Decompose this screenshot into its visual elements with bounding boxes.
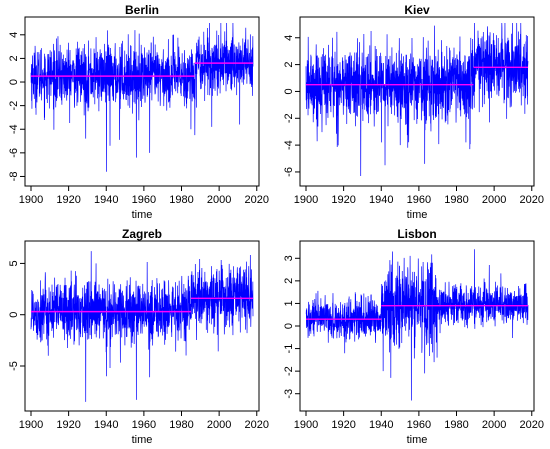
y-tick-label: 0 <box>8 79 20 85</box>
x-tick-label: 1960 <box>132 194 156 206</box>
x-tick-label: 1900 <box>19 419 43 431</box>
y-tick-label: 0 <box>283 323 295 329</box>
series-line-berlin <box>30 22 254 172</box>
x-tick-label: 2000 <box>482 419 506 431</box>
x-tick-label: 1920 <box>56 419 80 431</box>
plot-frame <box>24 240 260 412</box>
y-tick-label: -2 <box>283 113 295 123</box>
y-tick-label: 2 <box>8 55 20 61</box>
chart-berlin: Berlin 1900 1920 1940 1960 1980 2000 2020 time -8… <box>8 3 269 221</box>
x-axis-label: time <box>132 209 153 221</box>
x-tick-label: 2020 <box>245 194 269 206</box>
y-tick-label: -6 <box>8 148 20 158</box>
x-tick-label: 1980 <box>444 194 468 206</box>
series-line-zagreb <box>30 251 254 402</box>
x-tick-label: 1900 <box>294 194 318 206</box>
chart-title: Berlin <box>125 3 159 17</box>
x-tick-label: 1980 <box>169 194 193 206</box>
y-tick-label: 2 <box>283 278 295 284</box>
x-tick-label: 1920 <box>331 419 355 431</box>
x-tick-label: 1960 <box>132 419 156 431</box>
x-axis-label: time <box>132 434 153 446</box>
y-tick-label: 5 <box>8 260 20 266</box>
x-tick-label: 1920 <box>56 194 80 206</box>
x-tick-label: 1900 <box>19 194 43 206</box>
x-tick-label: 1960 <box>407 194 431 206</box>
plot-frame <box>299 16 535 187</box>
x-tick-label: 2020 <box>520 194 544 206</box>
chart-kiev: Kiev 1900 1920 1940 1960 1980 2000 2020 time -6 -4… <box>283 3 544 221</box>
series-line-lisbon <box>305 249 529 401</box>
x-axis-label: time <box>407 434 428 446</box>
y-tick-label: -1 <box>283 344 295 354</box>
y-tick-label: -4 <box>283 140 295 150</box>
y-tick-label: -2 <box>8 101 20 111</box>
x-tick-label: 1960 <box>407 419 431 431</box>
x-axis-label: time <box>407 209 428 221</box>
y-tick-label: 1 <box>283 300 295 306</box>
x-tick-label: 2000 <box>207 194 231 206</box>
y-tick-label: 3 <box>283 255 295 261</box>
y-tick-label: 4 <box>8 32 20 38</box>
chart-lisbon: Lisbon 1900 1920 1940 1960 1980 2000 2020 time -3… <box>283 227 544 446</box>
y-tick-label: 2 <box>283 62 295 68</box>
y-tick-label: 4 <box>283 35 295 41</box>
y-tick-label: -4 <box>8 124 20 134</box>
x-tick-label: 2000 <box>207 419 231 431</box>
plot-frame <box>24 16 260 187</box>
x-tick-label: 1940 <box>94 419 118 431</box>
x-tick-label: 2000 <box>482 194 506 206</box>
x-tick-label: 1920 <box>331 194 355 206</box>
y-tick-label: -2 <box>283 366 295 376</box>
chart-title: Kiev <box>404 3 430 17</box>
chart-title: Zagreb <box>122 227 162 241</box>
y-tick-label: 0 <box>8 312 20 318</box>
x-tick-label: 1940 <box>369 194 393 206</box>
x-tick-label: 2020 <box>520 419 544 431</box>
y-tick-label: -8 <box>8 172 20 182</box>
series-line-kiev <box>305 22 529 176</box>
y-tick-label: -5 <box>8 361 20 371</box>
y-tick-label: 0 <box>283 88 295 94</box>
chart-title: Lisbon <box>397 227 436 241</box>
x-tick-label: 1940 <box>94 194 118 206</box>
x-tick-label: 1940 <box>369 419 393 431</box>
y-tick-label: -3 <box>283 389 295 399</box>
x-tick-label: 2020 <box>245 419 269 431</box>
chart-zagreb: Zagreb 1900 1920 1940 1960 1980 2000 2020 time -5… <box>8 227 269 446</box>
y-tick-label: -6 <box>283 167 295 177</box>
x-tick-label: 1900 <box>294 419 318 431</box>
x-tick-label: 1980 <box>444 419 468 431</box>
x-tick-label: 1980 <box>169 419 193 431</box>
